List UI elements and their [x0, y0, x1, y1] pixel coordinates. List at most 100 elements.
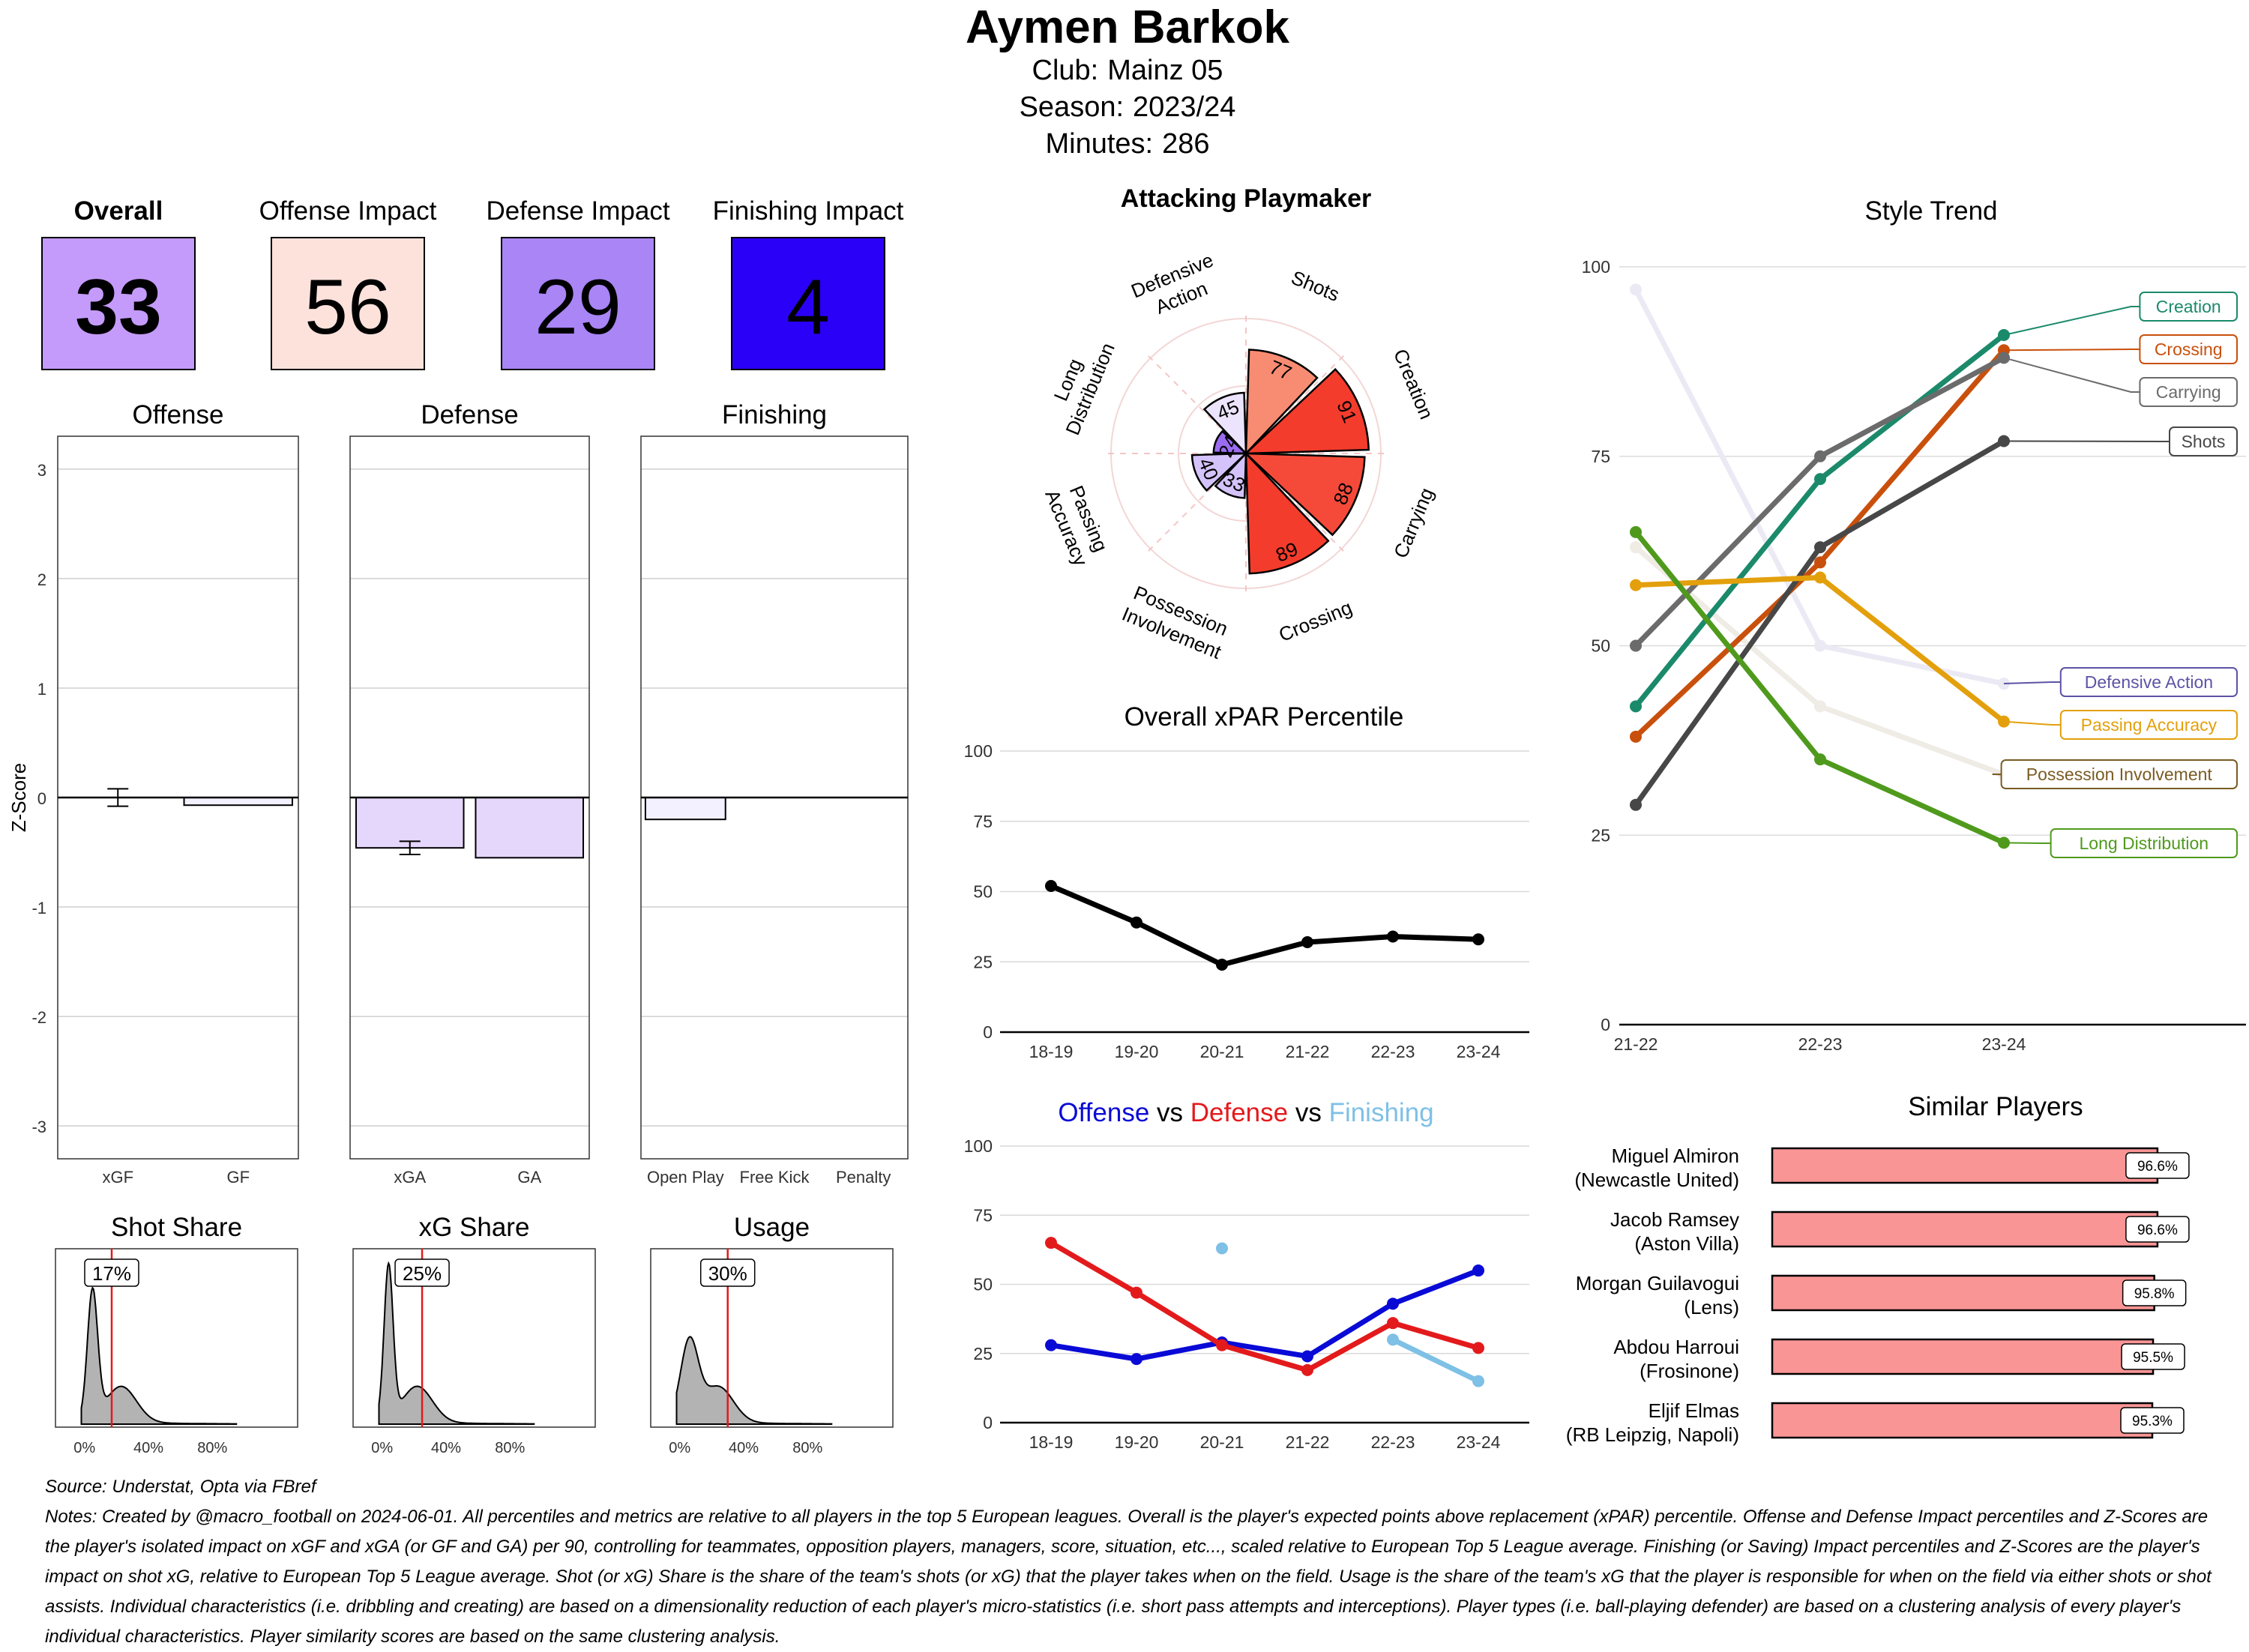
zscore-ylabel: Z-Score — [7, 763, 30, 832]
similar-player-club: (Newcastle United) — [1574, 1169, 1739, 1191]
odf-series-point — [1130, 1353, 1142, 1365]
odf-series-point — [1387, 1333, 1399, 1345]
zscore-ytick-label: 2 — [37, 570, 46, 589]
notes-text: Notes: Created by @macro_football on 202… — [45, 1502, 2234, 1652]
share-title-0: Shot Share — [111, 1213, 242, 1242]
zscore-bar — [645, 798, 726, 819]
xpar-series-point — [1130, 917, 1142, 929]
style-xtick-label: 21-22 — [1614, 1034, 1658, 1054]
style-series-point — [1630, 526, 1642, 538]
tile-value-3: 4 — [786, 264, 830, 351]
svg-text:Minutes:286: Minutes:286 — [1045, 128, 1209, 160]
radar-title: Attacking Playmaker — [1121, 184, 1372, 213]
similar-players-title: Similar Players — [1908, 1092, 2083, 1121]
similar-value-label: 95.3% — [2132, 1414, 2173, 1429]
player-header: Aymen Barkok Club: Mainz 05 Season:2023/2… — [966, 1, 1289, 160]
xpar-series-point — [1216, 959, 1228, 971]
style-label-connector — [2004, 842, 2051, 843]
odf-ytick-label: 100 — [964, 1136, 993, 1156]
xpar-xtick-label: 22-23 — [1371, 1042, 1415, 1061]
similar-bar — [1772, 1276, 2155, 1310]
club-value: Mainz 05 — [1107, 55, 1223, 86]
odf-series-point — [1472, 1264, 1484, 1276]
similar-player-club: (Aston Villa) — [1634, 1232, 1739, 1255]
odf-series-point — [1472, 1375, 1484, 1387]
share-xtick-label: 0% — [73, 1440, 95, 1456]
style-trend-title: Style Trend — [1864, 196, 1997, 226]
share-xtick-label: 0% — [371, 1440, 393, 1456]
player-name: Aymen Barkok — [966, 1, 1289, 53]
odf-series-point — [1216, 1339, 1228, 1351]
similar-bar — [1772, 1148, 2158, 1183]
tile-label-1: Offense Impact — [259, 196, 437, 226]
similar-value-label: 96.6% — [2137, 1159, 2178, 1175]
radar-category-label: Shots — [1288, 266, 1343, 306]
zscore-bar — [475, 798, 583, 857]
style-series-point — [1630, 799, 1642, 811]
odf-title-part: Offense — [1058, 1098, 1149, 1127]
xpar-xtick-label: 19-20 — [1115, 1042, 1159, 1061]
zscore-bar — [184, 798, 292, 805]
share-marker-label: 17% — [92, 1262, 131, 1285]
odf-ytick-label: 75 — [973, 1205, 993, 1225]
xpar-xtick-label: 18-19 — [1029, 1042, 1074, 1061]
style-series-label: Defensive Action — [2085, 672, 2213, 692]
style-series-line — [1636, 289, 2004, 684]
zscore-panel-title-2: Finishing — [722, 400, 827, 429]
style-series-point — [1630, 579, 1642, 591]
share-title-1: xG Share — [419, 1213, 530, 1242]
zscore-xtick-label: Penalty — [836, 1168, 891, 1187]
svg-text:Season:2023/24: Season:2023/24 — [1020, 91, 1236, 123]
xpar-series-point — [1045, 880, 1057, 892]
share-xtick-label: 80% — [792, 1440, 822, 1456]
minutes-value: 286 — [1162, 128, 1209, 160]
zscore-xtick-label: xGA — [394, 1168, 426, 1187]
style-xtick-label: 22-23 — [1798, 1034, 1843, 1054]
radar-category-label: LongDistribution — [1039, 331, 1119, 438]
radar-category-label: Crossing — [1275, 596, 1355, 646]
style-series-point — [1814, 450, 1826, 462]
odf-title-part: vs — [1149, 1098, 1190, 1127]
share-xtick-label: 80% — [495, 1440, 525, 1456]
similar-bar — [1772, 1403, 2152, 1438]
style-series-point — [1814, 541, 1826, 553]
zscore-panel-title-0: Offense — [133, 400, 224, 429]
xpar-ytick-label: 0 — [983, 1022, 993, 1042]
xpar-series-point — [1387, 931, 1399, 943]
similar-value-label: 95.8% — [2134, 1286, 2175, 1302]
tile-value-0: 33 — [75, 264, 162, 351]
odf-xtick-label: 19-20 — [1115, 1432, 1159, 1452]
style-series-point — [1630, 731, 1642, 743]
odf-ytick-label: 50 — [973, 1275, 993, 1294]
odf-series-point — [1130, 1287, 1142, 1299]
zscore-xtick-label: xGF — [102, 1168, 133, 1187]
zscore-ytick-label: -3 — [31, 1118, 46, 1136]
odf-xtick-label: 22-23 — [1371, 1432, 1415, 1452]
playmaker-radar-chart: Attacking Playmaker 7791888933402445Shot… — [1039, 184, 1438, 663]
odf-xtick-label: 18-19 — [1029, 1432, 1074, 1452]
style-series-point — [1814, 572, 1826, 584]
style-series-point — [1814, 640, 1826, 652]
similar-player-club: (RB Leipzig, Napoli) — [1566, 1423, 1739, 1446]
style-label-connector — [2004, 349, 2140, 350]
svg-text:Club:Mainz 05: Club: Mainz 05 — [1032, 55, 1223, 86]
xpar-xtick-label: 23-24 — [1457, 1042, 1501, 1061]
style-series-point — [1814, 473, 1826, 485]
share-xtick-label: 80% — [197, 1440, 227, 1456]
odf-series-point — [1045, 1339, 1057, 1351]
similar-bar — [1772, 1212, 2158, 1246]
style-series-label: Carrying — [2156, 382, 2221, 402]
tile-label-2: Defense Impact — [486, 196, 669, 226]
zscore-xtick-label: Free Kick — [740, 1168, 810, 1187]
style-series-label: Passing Accuracy — [2081, 715, 2218, 735]
radar-category-label: Carrying — [1389, 484, 1438, 561]
odf-title-part: Finishing — [1329, 1098, 1434, 1127]
zscore-ytick-label: -2 — [31, 1008, 46, 1027]
radar-category-label-line: Creation — [1389, 346, 1438, 422]
club-label: Club: — [1032, 55, 1099, 86]
zscore-bar — [356, 798, 464, 848]
season-value: 2023/24 — [1133, 91, 1235, 123]
xpar-ytick-label: 100 — [964, 741, 993, 761]
